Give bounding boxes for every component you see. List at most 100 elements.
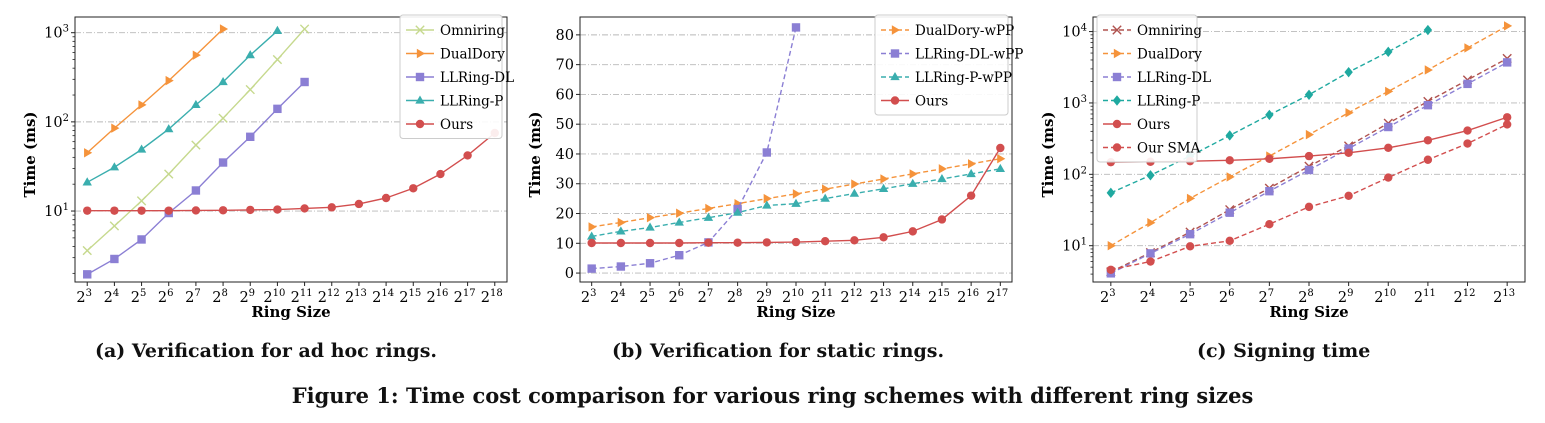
data-point-0-1-2: [138, 100, 147, 110]
series-line-0-0: [86, 28, 306, 252]
x-tick-label-0-15: 218: [481, 288, 503, 306]
data-point-0-4-6: [246, 205, 255, 215]
data-point-0-4-4: [191, 206, 201, 215]
x-tick-label-0-12: 215: [399, 288, 421, 306]
figure-caption: Figure 1: Time cost comparison for vario…: [291, 383, 1254, 408]
data-point-2-5-8: [1423, 155, 1433, 164]
x-tick-label-1-11: 214: [899, 288, 921, 306]
data-point-2-1-3: [1226, 172, 1235, 182]
x-tick-label-2-10: 213: [1493, 288, 1515, 306]
data-point-0-2-2: [137, 235, 146, 244]
data-point-1-2-2: [645, 222, 655, 231]
x-tick-label-0-1: 24: [104, 288, 120, 306]
legend-label-0-2: LLRing-DL: [440, 70, 514, 86]
series-line-0-4: [87, 132, 496, 212]
data-point-1-3-10: [879, 233, 888, 242]
data-point-0-3-4: [191, 99, 201, 109]
data-point-2-3-0: [1106, 187, 1116, 199]
caption-a: (a) Verification for ad hoc rings.: [95, 340, 437, 362]
series-line-1-2: [591, 168, 1001, 238]
data-point-1-3-2: [645, 238, 655, 248]
x-axis-label-0: Ring Size: [251, 303, 330, 321]
legend-marker-1-3: [890, 96, 900, 105]
legend-label-2-4: Ours: [1137, 117, 1170, 133]
series-1-2: [586, 163, 1006, 240]
y-axis-label-0: Time (ms): [21, 111, 39, 197]
data-point-1-3-13: [966, 191, 976, 200]
data-point-0-3-5: [218, 76, 228, 86]
data-point-0-4-8: [300, 204, 309, 213]
data-point-0-2-5: [218, 158, 228, 167]
legend-0: Omniring DualDory LLRing-DL LLRing-P Ours: [399, 14, 514, 139]
y-tick-label-1-3: 30: [556, 177, 574, 193]
data-point-1-3-7: [791, 237, 801, 247]
legend-box-0: [399, 14, 503, 139]
data-point-2-2-1: [1146, 249, 1155, 258]
x-tick-label-2-0: 23: [1100, 288, 1116, 306]
series-line-0-3: [86, 30, 278, 183]
legend-marker-0-1: [416, 48, 425, 59]
data-point-2-5-7: [1384, 173, 1393, 182]
y-tick-label-0-1: 102: [44, 113, 69, 131]
y-tick-label-1-7: 70: [556, 58, 574, 74]
x-tick-label-1-9: 212: [840, 288, 862, 306]
x-tick-label-2-2: 25: [1179, 288, 1195, 306]
plot-frame-0: [74, 16, 508, 283]
data-point-1-3-3: [675, 238, 684, 248]
data-point-0-3-2: [136, 144, 147, 153]
data-point-2-1-10: [1504, 21, 1513, 31]
data-point-2-4-4: [1265, 154, 1274, 163]
data-point-1-1-2: [645, 259, 655, 268]
data-point-1-3-9: [850, 236, 859, 245]
data-point-0-4-0: [83, 206, 92, 215]
data-point-0-1-1: [111, 123, 120, 133]
data-point-1-0-0: [588, 222, 597, 232]
data-point-2-1-2: [1186, 193, 1196, 204]
x-tick-label-0-2: 25: [131, 288, 147, 306]
data-point-2-2-6: [1344, 144, 1353, 153]
x-tick-label-2-6: 29: [1338, 288, 1354, 306]
data-point-0-4-10: [354, 199, 364, 209]
data-point-2-3-6: [1344, 66, 1353, 78]
data-point-2-5-6: [1344, 191, 1353, 201]
data-point-2-4-7: [1384, 143, 1393, 153]
data-point-1-3-11: [908, 227, 917, 236]
data-point-1-2-12: [937, 173, 947, 183]
data-point-0-0-6: [245, 84, 255, 95]
data-point-2-3-7: [1384, 46, 1393, 58]
data-point-1-3-1: [616, 238, 626, 248]
x-tick-label-1-13: 216: [957, 288, 979, 306]
data-point-0-0-0: [82, 245, 92, 256]
x-tick-label-0-6: 29: [239, 288, 255, 306]
legend-label-1-2: LLRing-P-wPP: [915, 70, 1012, 86]
series-1-0: [588, 154, 1006, 232]
legend-marker-2-1: [1113, 48, 1122, 59]
data-point-2-2-7: [1384, 122, 1393, 132]
x-tick-label-2-4: 27: [1259, 288, 1275, 306]
legend-marker-2-3: [1112, 95, 1122, 106]
legend-1: DualDory-wPP LLRing-DL-wPP LLRing-P-wPP Our…: [874, 14, 1023, 116]
data-point-1-2-0: [586, 231, 597, 240]
legend-marker-1-2: [890, 72, 900, 81]
data-point-2-1-1: [1147, 217, 1156, 228]
data-point-0-1-3: [165, 75, 174, 86]
data-point-0-4-5: [218, 206, 228, 215]
data-point-2-2-3: [1225, 208, 1234, 217]
data-point-0-0-2: [136, 196, 147, 206]
data-point-0-4-3: [164, 206, 173, 215]
data-point-1-1-0: [587, 264, 596, 273]
legend-label-0-3: LLRing-P: [440, 94, 503, 110]
caption-c: (c) Signing time: [1197, 340, 1371, 362]
data-point-1-3-0: [587, 238, 596, 248]
x-tick-label-0-13: 216: [426, 288, 448, 306]
y-tick-label-1-4: 40: [556, 147, 574, 163]
data-point-1-0-4: [705, 203, 714, 214]
data-point-2-2-5: [1304, 165, 1314, 175]
y-tick-label-2-0: 101: [1062, 237, 1087, 255]
data-point-2-1-9: [1464, 43, 1473, 53]
data-point-1-2-1: [616, 226, 626, 235]
data-point-1-2-9: [849, 188, 860, 197]
chart-1-group: 0 10 20 30 40 50 60 70 80 23 24 25 26 27 28 29 210 211 212…: [526, 14, 1023, 321]
x-tick-label-0-3: 26: [158, 288, 174, 306]
